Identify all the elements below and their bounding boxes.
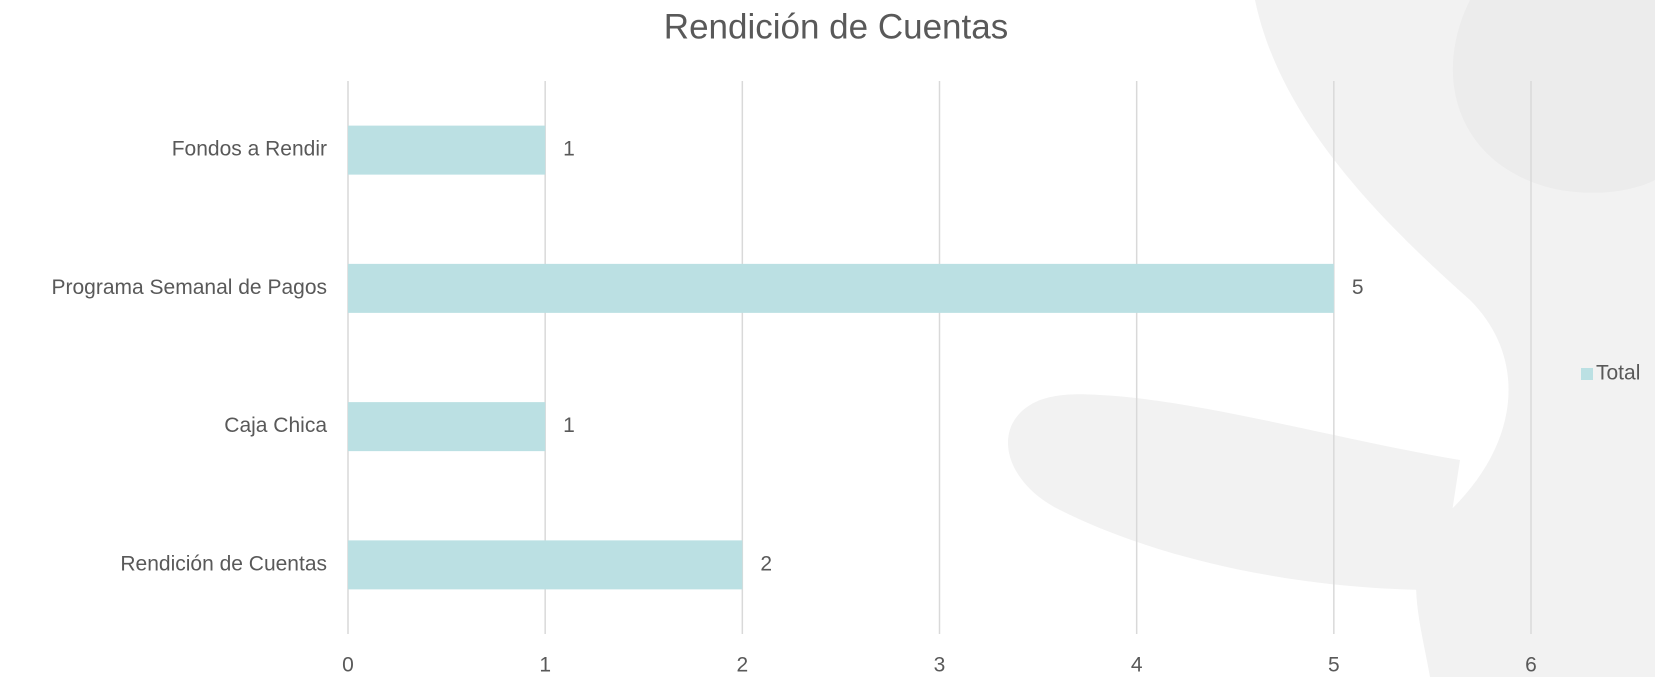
data-label: 5 (1352, 276, 1364, 299)
data-label: 1 (563, 414, 575, 437)
x-tick-label: 3 (934, 654, 946, 677)
x-tick-label: 2 (736, 654, 748, 677)
y-tick-label: Rendición de Cuentas (120, 552, 327, 575)
x-tick-label: 5 (1328, 654, 1340, 677)
data-label: 1 (563, 138, 575, 161)
watermark-shape (1007, 394, 1460, 590)
x-tick-label: 4 (1131, 654, 1143, 677)
watermark-shape (1452, 0, 1655, 193)
x-tick-label: 1 (539, 654, 551, 677)
y-tick-label: Programa Semanal de Pagos (52, 276, 328, 299)
chart-title: Rendición de Cuentas (664, 7, 1008, 46)
legend-label: Total (1596, 362, 1640, 385)
watermark (1007, 0, 1655, 677)
bar (348, 540, 743, 590)
y-tick-label: Caja Chica (224, 414, 327, 437)
bar (348, 125, 546, 175)
data-label: 2 (760, 552, 772, 575)
legend-swatch (1581, 368, 1593, 380)
x-tick-label: 6 (1525, 654, 1537, 677)
x-tick-label: 0 (342, 654, 354, 677)
bar (348, 263, 1334, 313)
bar (348, 402, 546, 452)
y-tick-label: Fondos a Rendir (172, 138, 327, 161)
